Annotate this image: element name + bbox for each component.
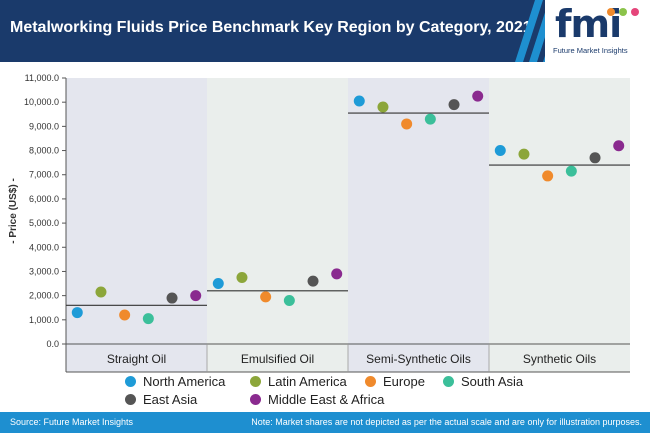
category-band — [207, 78, 348, 372]
data-point — [71, 307, 83, 319]
data-point — [236, 272, 248, 283]
category-label: Emulsified Oil — [241, 352, 314, 366]
y-tick-label: 6,000.0 — [29, 194, 59, 204]
data-point — [518, 148, 530, 160]
data-point — [613, 140, 625, 152]
legend-item: Latin America — [250, 374, 347, 389]
y-tick-label: 0.0 — [46, 339, 59, 349]
data-point — [353, 95, 365, 107]
data-point — [331, 268, 343, 280]
logo-subtitle: Future Market Insights — [553, 46, 628, 55]
data-point — [472, 90, 484, 102]
category-band — [348, 78, 489, 372]
data-point — [377, 101, 389, 113]
logo-accent-icon — [607, 8, 639, 16]
data-point — [448, 99, 460, 111]
y-tick-label: 10,000.0 — [24, 97, 59, 107]
legend-label: East Asia — [143, 392, 198, 407]
legend-item: East Asia — [125, 392, 197, 407]
price-benchmark-chart: 0.0 1,000.0 2,000.0 3,000.0 4,000.0 5,000.0 6,… — [0, 62, 650, 407]
y-tick-label: 2,000.0 — [29, 291, 59, 301]
y-tick-label: 1,000.0 — [29, 315, 59, 325]
data-point — [565, 165, 577, 177]
legend-label: Europe — [383, 374, 425, 389]
legend-item: South Asia — [443, 374, 523, 389]
data-point — [166, 292, 178, 304]
legend-label: Latin America — [268, 374, 347, 389]
chart-svg: 0.0 1,000.0 2,000.0 3,000.0 4,000.0 5,000.0 6,… — [8, 73, 630, 373]
y-tick-label: 11,000.0 — [25, 73, 59, 83]
legend-item: North America — [125, 374, 225, 389]
legend-swatch — [125, 394, 136, 405]
legend-swatch — [250, 394, 261, 405]
header-banner: Metalworking Fluids Price Benchmark Key … — [0, 0, 650, 62]
data-point — [119, 309, 131, 321]
page-title: Metalworking Fluids Price Benchmark Key … — [10, 19, 532, 36]
data-point — [542, 170, 554, 182]
y-tick-label: 9,000.0 — [29, 121, 59, 131]
category-band — [66, 78, 207, 372]
data-point — [424, 113, 436, 125]
data-point — [260, 291, 272, 303]
legend-label: South Asia — [461, 374, 524, 389]
data-point — [401, 118, 413, 130]
source-text: Source: Future Market Insights — [10, 417, 134, 427]
legend-swatch — [365, 376, 376, 387]
chart-legend: North America Latin America Europe South As… — [125, 374, 585, 410]
category-band — [489, 78, 630, 372]
legend-swatch — [250, 376, 261, 387]
legend-item: Middle East & Africa — [250, 392, 384, 407]
category-label: Synthetic Oils — [523, 352, 596, 366]
legend-item: Europe — [365, 374, 425, 389]
data-point — [307, 275, 319, 287]
data-point — [494, 145, 506, 157]
y-tick-label: 7,000.0 — [29, 170, 59, 180]
legend-swatch — [443, 376, 454, 387]
data-point — [283, 294, 295, 306]
category-label: Straight Oil — [107, 352, 166, 366]
category-label: Semi-Synthetic Oils — [366, 352, 471, 366]
y-tick-label: 8,000.0 — [29, 146, 59, 156]
data-point — [190, 290, 202, 302]
logo: fmi Future Market Insights — [545, 0, 650, 62]
data-point — [95, 286, 107, 298]
legend-label: Middle East & Africa — [268, 392, 385, 407]
legend-swatch — [125, 376, 136, 387]
y-tick-label: 5,000.0 — [29, 218, 59, 228]
note-text: Note: Market shares are not depicted as … — [251, 417, 642, 427]
data-point — [212, 278, 224, 290]
legend-label: North America — [143, 374, 226, 389]
footer-bar: Source: Future Market Insights Note: Mar… — [0, 412, 650, 433]
y-tick-label: 4,000.0 — [29, 242, 59, 252]
y-tick-label: 3,000.0 — [29, 266, 59, 276]
y-axis-label: - Price (US$) - — [8, 178, 19, 244]
data-point — [589, 152, 601, 164]
data-point — [142, 313, 154, 325]
